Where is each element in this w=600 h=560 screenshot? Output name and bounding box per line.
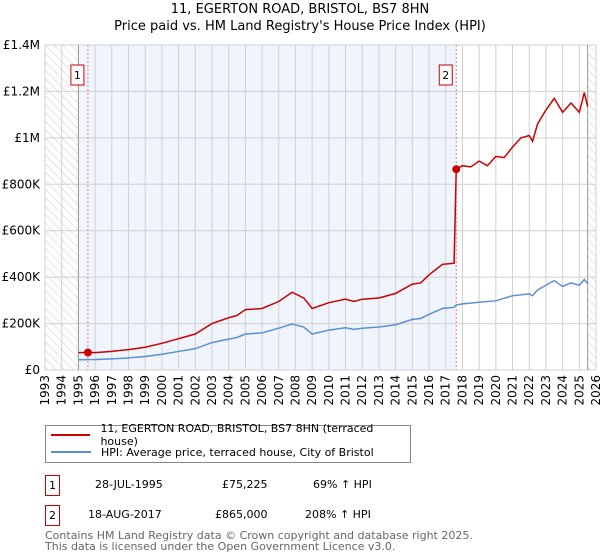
x-tick-label: 2025 [572, 375, 586, 406]
x-tick-label: 2006 [255, 375, 269, 406]
transaction-price: £865,000 [215, 508, 268, 521]
x-tick-label: 1997 [105, 375, 119, 406]
x-tick-label: 1998 [121, 375, 135, 406]
y-tick-label: £800K [2, 177, 42, 191]
marker-badge [70, 64, 85, 86]
x-tick-label: 2015 [405, 375, 419, 406]
x-tick-label: 2021 [506, 375, 520, 406]
y-tick-label: £1.2M [3, 84, 40, 98]
x-tick-label: 2022 [522, 375, 536, 406]
shaded-region [78, 45, 457, 370]
x-tick-label: 2011 [339, 375, 353, 406]
x-tick-label: 2012 [355, 375, 369, 406]
chart-title: 11, EGERTON ROAD, BRISTOL, BS7 8HN [170, 2, 430, 17]
marker-badge [438, 64, 453, 86]
x-tick-label: 1999 [138, 375, 152, 406]
x-tick-label: 2003 [205, 375, 219, 406]
price-chart: 1993 1994 1995 1996 1997 1998 1999 2000 2001 2002… [2, 38, 600, 406]
legend-swatch-red [51, 434, 91, 436]
legend-item-hpi: HPI: Average price, terraced house, City… [51, 444, 374, 460]
x-tick-label: 2026 [589, 375, 600, 406]
chart-subtitle: Price paid vs. HM Land Registry's House … [114, 19, 486, 34]
y-tick-label: £400K [2, 270, 42, 284]
y-tick-label: £600K [2, 224, 42, 238]
x-tick-label: 1996 [88, 375, 102, 406]
y-tick-label: £200K [2, 317, 42, 331]
sale-point [83, 348, 92, 357]
x-tick-label: 2024 [556, 375, 570, 406]
footer: Contains HM Land Registry data © Crown c… [45, 530, 473, 552]
x-tick-label: 2008 [288, 375, 302, 406]
x-tick-label: 2020 [489, 375, 503, 406]
x-tick-label: 1994 [55, 375, 69, 406]
x-tick-label: 2018 [455, 375, 469, 406]
x-tick-label: 1993 [38, 375, 52, 406]
footer-line: This data is licensed under the Open Gov… [45, 540, 396, 553]
legend-label: 11, EGERTON ROAD, BRISTOL, BS7 8HN (terr… [100, 422, 374, 448]
transaction-row: 2 18-AUG-2017 £865,000 208% ↑ HPI [45, 505, 465, 526]
legend-item-property: 11, EGERTON ROAD, BRISTOL, BS7 8HN (terr… [51, 422, 410, 448]
series-line [78, 92, 589, 354]
transaction-date: 28-JUL-1995 [95, 478, 163, 491]
x-tick-label: 2000 [155, 375, 169, 406]
legend-label: HPI: Average price, terraced house, City… [101, 445, 374, 459]
marker-label: 2 [442, 69, 449, 82]
x-tick-label: 2013 [372, 375, 386, 406]
y-tick-label: £1M [14, 131, 40, 145]
transaction-hpi: 208% ↑ HPI [305, 508, 371, 521]
legend-swatch-blue [51, 451, 91, 453]
x-tick-label: 2023 [539, 375, 553, 406]
x-tick-label: 2010 [322, 375, 336, 406]
x-tick-label: 2009 [305, 375, 319, 406]
x-tick-label: 2017 [439, 375, 453, 406]
x-tick-label: 2001 [172, 375, 186, 406]
y-tick-label: £1.4M [3, 38, 40, 52]
x-tick-label: 2019 [472, 375, 486, 406]
x-tick-label: 2002 [188, 375, 202, 406]
legend: 11, EGERTON ROAD, BRISTOL, BS7 8HN (terr… [45, 422, 411, 463]
x-tick-label: 2014 [389, 375, 403, 406]
x-tick-label: 2007 [272, 375, 286, 406]
series-line [78, 278, 589, 361]
transaction-price: £75,225 [222, 478, 268, 491]
transaction-badge: 1 [45, 475, 60, 496]
x-tick-label: 2016 [422, 375, 436, 406]
y-tick-label: £0 [25, 363, 40, 377]
hatched-region [587, 45, 596, 370]
footer-line: Contains HM Land Registry data © Crown c… [45, 529, 473, 542]
sale-point [452, 165, 461, 174]
x-tick-label: 1995 [71, 375, 85, 406]
marker-label: 1 [74, 69, 81, 82]
transaction-date: 18-AUG-2017 [88, 508, 162, 521]
transaction-row: 1 28-JUL-1995 £75,225 69% ↑ HPI [45, 475, 465, 496]
transaction-hpi: 69% ↑ HPI [313, 478, 372, 491]
transaction-badge: 2 [45, 505, 60, 526]
x-tick-label: 2005 [238, 375, 252, 406]
x-tick-label: 2004 [222, 375, 236, 406]
